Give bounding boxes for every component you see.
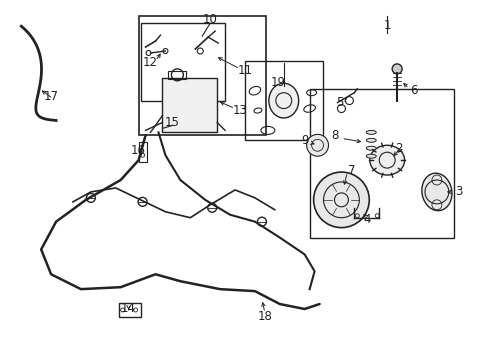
Text: 12: 12 [143,57,158,69]
Bar [138,16,265,135]
Ellipse shape [421,173,451,211]
Bar [309,89,453,238]
Text: 2: 2 [395,142,402,155]
Text: 11: 11 [237,64,252,77]
Text: 5: 5 [335,96,343,109]
Bar [244,61,322,140]
Text: 10: 10 [203,13,217,26]
Circle shape [391,64,401,74]
Bar [168,71,186,79]
Ellipse shape [366,130,375,134]
Text: 8: 8 [330,129,338,142]
Ellipse shape [369,145,404,175]
Text: 4: 4 [363,213,370,226]
Text: 15: 15 [164,116,180,129]
Bar [119,303,141,317]
Circle shape [313,172,368,228]
Bar [141,23,224,100]
Bar [138,142,146,162]
Ellipse shape [268,83,298,118]
Text: 9: 9 [300,134,308,147]
Text: 3: 3 [454,185,462,198]
Text: 18: 18 [257,310,272,323]
Text: 19: 19 [270,76,285,89]
Circle shape [306,134,328,156]
Text: 6: 6 [409,84,417,97]
Text: 7: 7 [347,163,354,176]
Ellipse shape [366,138,375,142]
Text: 17: 17 [43,90,59,103]
Text: 13: 13 [232,104,247,117]
Bar [162,78,217,132]
Ellipse shape [366,146,375,150]
Text: 1: 1 [383,19,390,32]
Text: 14: 14 [121,302,136,315]
Ellipse shape [366,154,375,158]
Text: 16: 16 [131,144,146,157]
